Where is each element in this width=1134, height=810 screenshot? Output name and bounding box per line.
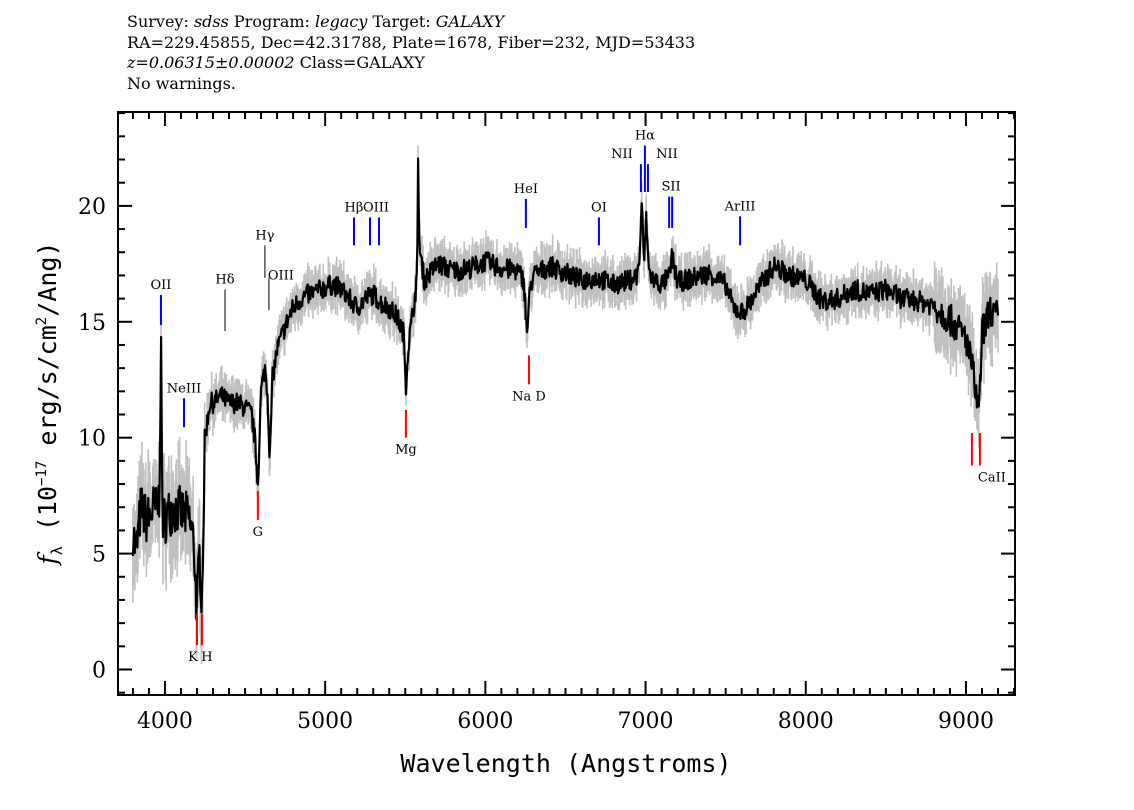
- x-tick-label: 8000: [778, 709, 834, 734]
- survey-label: Survey:: [127, 12, 194, 31]
- line-label: Hβ: [345, 200, 364, 215]
- line-label: H: [201, 650, 212, 665]
- line-label: ArIII: [724, 199, 756, 214]
- target-value: GALAXY: [435, 12, 505, 31]
- line-label: K: [188, 650, 198, 665]
- y-tick-label: 20: [78, 195, 106, 220]
- x-tick-label: 6000: [457, 709, 513, 734]
- line-label: SII: [662, 180, 681, 195]
- line-label: Hγ: [255, 228, 274, 243]
- line-label: NII: [611, 147, 633, 162]
- y-tick-label: 5: [92, 543, 106, 568]
- x-tick-label: 4000: [137, 709, 193, 734]
- y-tick-label: 15: [78, 311, 106, 336]
- header-redshift-line: z=0.06315±0.00002 Class=GALAXY: [127, 53, 695, 74]
- line-label: OII: [150, 278, 171, 293]
- line-label: NII: [656, 147, 678, 162]
- x-tick-label: 9000: [938, 709, 994, 734]
- redshift-value: z=0.06315±0.00002: [127, 53, 295, 72]
- x-tick-label: 7000: [618, 709, 674, 734]
- axis-ticks: 4000 5000 6000 7000 8000 9000 0 5 10 15 20: [78, 112, 1016, 734]
- program-value: legacy: [315, 12, 368, 31]
- class-value: Class=GALAXY: [294, 53, 425, 72]
- line-label: CaII: [978, 471, 1006, 486]
- line-label: G: [253, 525, 263, 540]
- y-tick-label: 10: [78, 427, 106, 452]
- plot-frame: [117, 111, 1016, 696]
- y-tick-label: 0: [92, 659, 106, 684]
- x-tick-label: 5000: [297, 709, 353, 734]
- x-axis-label: Wavelength (Angstroms): [400, 749, 731, 778]
- program-label: Program:: [228, 12, 316, 31]
- line-label: HeI: [514, 182, 538, 197]
- line-label: OIII: [363, 200, 389, 215]
- line-label: Na D: [512, 389, 546, 404]
- line-label: Hα: [635, 129, 655, 144]
- line-label: Hδ: [215, 272, 234, 287]
- line-label: NeIII: [167, 381, 201, 396]
- spectrum-header: Survey: sdss Program: legacy Target: GAL…: [127, 12, 695, 94]
- header-survey-line: Survey: sdss Program: legacy Target: GAL…: [127, 12, 695, 33]
- header-warnings-line: No warnings.: [127, 73, 236, 93]
- header-coordinates-line: RA=229.45855, Dec=42.31788, Plate=1678, …: [127, 32, 696, 52]
- target-label: Target:: [367, 12, 436, 31]
- line-label: OIII: [268, 269, 294, 284]
- survey-value: sdss: [193, 12, 229, 31]
- y-axis-label: fλ (10−17 erg/s/cm2/Ang): [33, 242, 66, 567]
- flux-line: [131, 157, 1000, 621]
- error-band: [132, 145, 999, 664]
- line-label: Mg: [395, 443, 417, 458]
- line-label: OI: [591, 200, 607, 215]
